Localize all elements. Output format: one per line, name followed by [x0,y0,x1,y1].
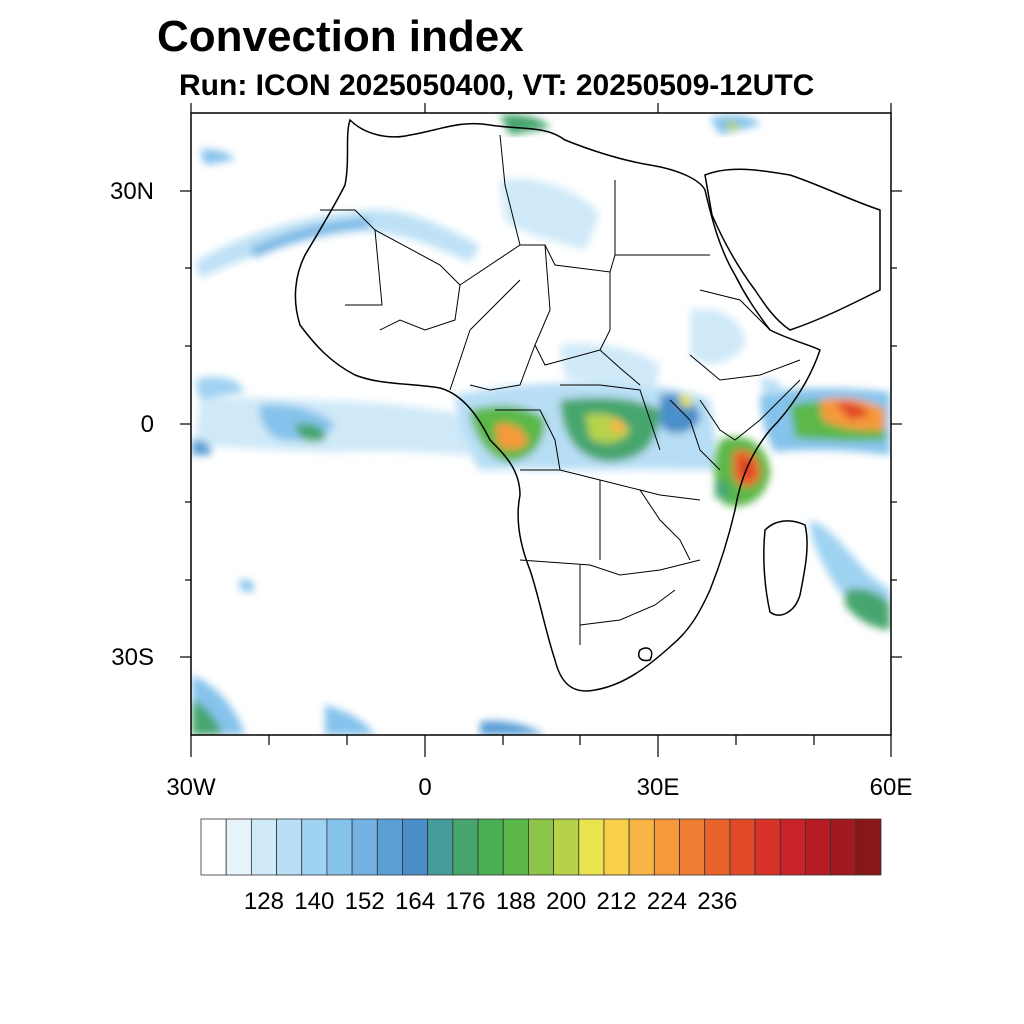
colorbar-swatch [200,818,227,876]
convection-field [192,114,890,735]
convection-nw-band [195,149,600,278]
colorbar-label: 200 [546,888,587,915]
lat-label-30s: 30S [111,644,154,671]
colorbar-swatch [376,818,403,876]
colorbar-swatch [754,818,781,876]
axis-ticks [180,103,902,757]
colorbar-swatch [653,818,680,876]
colorbar-swatch [679,818,706,876]
colorbar-label: 164 [395,888,436,915]
coastlines [294,118,881,692]
convection-north [500,114,760,135]
colorbar-label: 176 [445,888,486,915]
colorbar-label: 140 [294,888,335,915]
colorbar-swatch [276,818,303,876]
lon-label-60e: 60E [869,774,913,801]
colorbar-swatch [578,818,605,876]
colorbar-label: 152 [344,888,385,915]
colorbar-swatch [301,818,328,876]
lon-label-30w: 30W [166,774,216,801]
convection-central-africa [455,343,720,470]
lon-label-0: 0 [418,774,432,801]
colorbar-swatch [528,818,554,876]
colorbar-swatch [779,818,806,876]
colorbar-swatch [830,818,857,876]
colorbar-label: 212 [596,888,637,915]
colorbar-swatch [805,818,832,876]
colorbar-swatch [452,818,479,876]
colorbar-swatch [628,818,655,876]
colorbar-label: 236 [697,888,738,915]
colorbar-swatch [427,818,454,876]
country-borders [320,134,801,645]
chart-subtitle: Run: ICON 2025050400, VT: 20250509-12UTC [179,69,815,102]
colorbar-swatch [250,818,277,876]
colorbar-swatch [729,818,756,876]
colorbar-swatch [502,818,529,876]
colorbar-label: 128 [243,888,284,915]
colorbar-swatch [225,818,252,876]
convection-east-africa [690,309,890,630]
colorbar-swatch [477,818,504,876]
colorbar-swatch [603,818,630,876]
colorbar-swatch [855,818,882,876]
colorbar-label: 224 [646,888,687,915]
colorbar-swatch [704,818,731,876]
convection-atlantic [192,376,470,592]
lat-label-30n: 30N [109,178,154,205]
colorbar-swatch [351,818,378,876]
lat-label-0: 0 [140,411,154,438]
colorbar-swatch [326,818,353,876]
colorbar-swatch [402,818,429,876]
colorbar-swatch [553,818,580,876]
colorbar-label: 188 [495,888,536,915]
lon-label-30e: 30E [636,774,680,801]
convection-south [192,675,545,735]
chart-title: Convection index [157,12,524,61]
colorbar [200,818,882,876]
